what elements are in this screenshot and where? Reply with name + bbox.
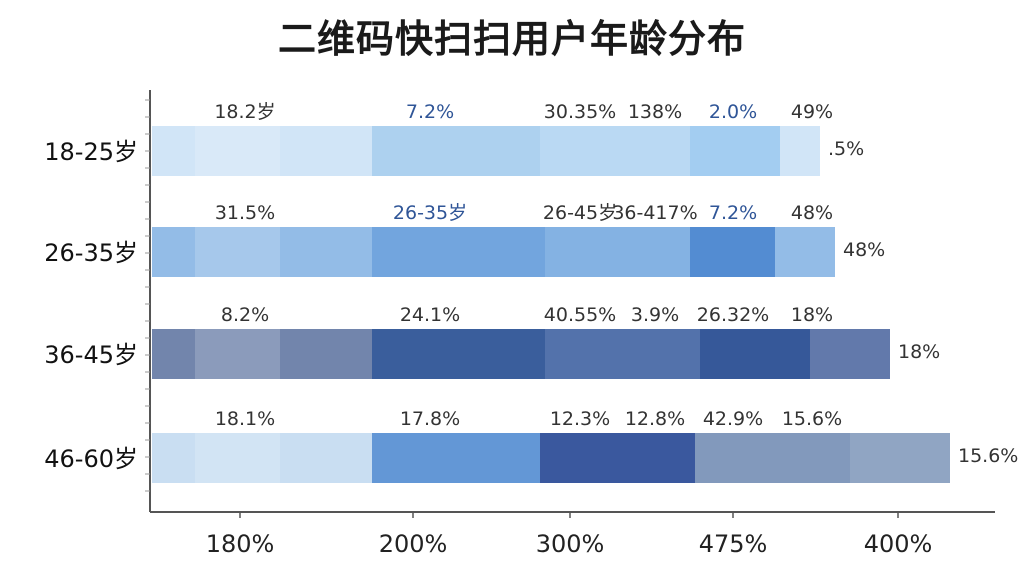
category-label: 26-35岁 xyxy=(44,239,138,267)
segment-label: 40.55% xyxy=(544,304,616,326)
bar-highlight xyxy=(195,323,280,385)
segment-label: 15.6% xyxy=(782,408,842,430)
bar-segment xyxy=(152,433,372,483)
segment-label: 42.9% xyxy=(703,408,763,430)
bar-segment xyxy=(152,126,372,176)
bar-segment xyxy=(690,227,775,277)
bar-segment xyxy=(690,126,780,176)
bar-segment xyxy=(152,227,372,277)
bar-segment xyxy=(545,329,700,379)
segment-label: 18.1% xyxy=(215,408,275,430)
bar-segment xyxy=(372,227,545,277)
segment-label: 31.5% xyxy=(215,202,275,224)
segment-label: 17.8% xyxy=(400,408,460,430)
category-label: 18-25岁 xyxy=(44,138,138,166)
x-tick-label: 180% xyxy=(206,530,275,558)
bar-segment xyxy=(540,126,690,176)
end-label: 48% xyxy=(843,239,885,261)
segment-label: 2.0% xyxy=(709,101,757,123)
bar-segment xyxy=(850,433,950,483)
segment-label: 3.9% xyxy=(631,304,679,326)
bar-segment xyxy=(372,433,540,483)
segment-label: 18.2岁 xyxy=(214,101,275,123)
segment-label: 36-417% xyxy=(612,202,697,224)
segment-label: 26-35岁 xyxy=(393,202,467,224)
category-label: 46-60岁 xyxy=(44,445,138,473)
segment-label: 49% xyxy=(791,101,833,123)
x-tick-label: 300% xyxy=(536,530,605,558)
end-label: .5% xyxy=(828,138,864,160)
segment-label: 18% xyxy=(791,304,833,326)
bar-segment xyxy=(372,126,540,176)
chart-title: 二维码快扫扫用户年龄分布 xyxy=(277,17,746,61)
segment-label: 26-45岁 xyxy=(543,202,617,224)
segment-label: 30.35% xyxy=(544,101,616,123)
bar-segment xyxy=(700,329,810,379)
segment-label: 48% xyxy=(791,202,833,224)
segment-label: 12.3% xyxy=(550,408,610,430)
segment-label: 12.8% xyxy=(625,408,685,430)
bar-segment xyxy=(810,329,890,379)
bar-segment xyxy=(152,329,372,379)
end-label: 18% xyxy=(898,341,940,363)
segment-label: 7.2% xyxy=(709,202,757,224)
x-tick-label: 475% xyxy=(699,530,768,558)
bar-segment xyxy=(780,126,820,176)
segment-label: 8.2% xyxy=(221,304,269,326)
bar-highlight xyxy=(195,120,280,182)
bar-segment xyxy=(545,227,690,277)
segment-label: 7.2% xyxy=(406,101,454,123)
bar-segment xyxy=(372,329,545,379)
bar-highlight xyxy=(195,221,280,283)
bar-segment xyxy=(695,433,850,483)
segment-label: 24.1% xyxy=(400,304,460,326)
segment-label: 26.32% xyxy=(697,304,769,326)
bar-highlight xyxy=(195,427,280,489)
segment-label: 138% xyxy=(628,101,682,123)
x-tick-label: 400% xyxy=(864,530,933,558)
x-tick-label: 200% xyxy=(379,530,448,558)
bar-segment xyxy=(540,433,695,483)
bar-segment xyxy=(775,227,835,277)
end-label: 15.6% xyxy=(958,445,1018,467)
category-label: 36-45岁 xyxy=(44,341,138,369)
